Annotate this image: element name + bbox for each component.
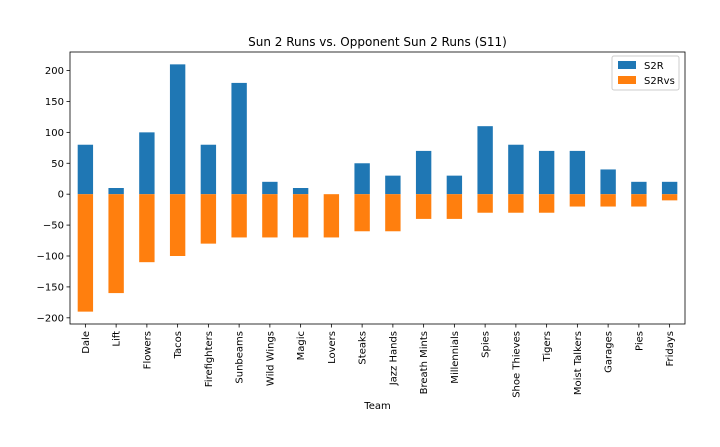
x-tick-label: Tigers — [542, 331, 553, 362]
bar-s2r-magic — [292, 188, 309, 195]
y-tick-label: −100 — [37, 252, 64, 263]
y-tick-label: 0 — [58, 190, 64, 201]
bar-s2r-garages — [600, 169, 616, 195]
bar-s2rvs-tacos — [169, 194, 186, 256]
bar-s2rvs-lift — [108, 194, 124, 294]
bar-s2rvs-jazz-hands — [385, 194, 401, 232]
bar-s2rvs-moist-talkers — [569, 194, 586, 207]
x-tick-label: Sunbeams — [235, 331, 246, 384]
y-tick-label: 200 — [45, 66, 64, 77]
bar-s2r-jazz-hands — [385, 175, 401, 195]
bar-s2rvs-steaks — [354, 194, 370, 232]
legend: S2R S2Rvs — [611, 55, 680, 91]
x-tick-label: Magic — [296, 331, 307, 360]
x-tick-label: Garages — [604, 331, 615, 373]
bar-s2r-moist-talkers — [569, 150, 586, 195]
x-tick-label: Spies — [481, 331, 492, 358]
legend-swatch-s2r — [618, 61, 636, 69]
x-tick-label: Breath Mints — [419, 331, 430, 394]
chart-title: Sun 2 Runs vs. Opponent Sun 2 Runs (S11) — [248, 35, 507, 49]
bar-s2rvs-flowers — [139, 194, 155, 263]
y-tick-label: −50 — [43, 221, 64, 232]
bar-s2rvs-pies — [631, 194, 647, 207]
x-tick-label: Moist Talkers — [573, 331, 584, 395]
bar-s2rvs-spies — [477, 194, 493, 213]
x-tick-label: Firefighters — [204, 331, 215, 387]
x-tick-label: Steaks — [358, 331, 369, 365]
bar-s2rvs-millennials — [446, 194, 463, 219]
legend-swatch-s2rvs — [618, 76, 636, 84]
bar-s2r-steaks — [354, 163, 370, 195]
bar-s2rvs-sunbeams — [231, 194, 247, 238]
x-tick-label: Lovers — [327, 331, 338, 364]
bars-layer — [77, 64, 678, 312]
bar-s2r-lift — [108, 188, 124, 195]
bar-s2rvs-garages — [600, 194, 616, 207]
x-tick-label: Millennials — [450, 331, 461, 384]
x-tick-label: Tacos — [173, 331, 184, 359]
bar-s2r-breath-mints — [415, 150, 432, 195]
bar-s2r-tigers — [538, 150, 555, 195]
bar-s2rvs-breath-mints — [415, 194, 432, 219]
bar-s2r-wild-wings — [262, 181, 278, 195]
bar-s2r-shoe-thieves — [508, 144, 524, 195]
bar-s2r-tacos — [169, 64, 186, 195]
bar-s2r-pies — [631, 181, 647, 195]
bar-s2rvs-dale — [77, 194, 94, 312]
y-tick-label: 50 — [51, 159, 64, 170]
axes-layer: −200 −150 −100 −50 0 50 100 150 200 Dale Lift Flowe… — [37, 51, 686, 398]
y-tick-label: 150 — [45, 97, 64, 108]
bar-s2r-flowers — [139, 132, 155, 195]
x-axis-label: Team — [363, 401, 390, 412]
bar-s2rvs-tigers — [538, 194, 555, 213]
x-tick-label: Shoe Thieves — [511, 331, 522, 398]
y-tick-label: −200 — [37, 313, 64, 324]
legend-label-s2rvs: S2Rvs — [644, 76, 675, 87]
legend-label-s2r: S2R — [644, 61, 664, 72]
x-tick-label: Dale — [81, 331, 92, 354]
bar-s2rvs-shoe-thieves — [508, 194, 524, 213]
bar-s2r-sunbeams — [231, 82, 247, 195]
bar-s2rvs-firefighters — [200, 194, 217, 244]
x-tick-label: Flowers — [142, 331, 153, 369]
x-tick-label: Pies — [634, 331, 645, 351]
bar-s2rvs-wild-wings — [262, 194, 278, 238]
x-tick-label: Wild Wings — [265, 331, 276, 386]
bar-s2rvs-magic — [292, 194, 309, 238]
plot-frame — [69, 51, 686, 325]
y-tick-label: 100 — [45, 128, 64, 139]
y-tick-label: −150 — [37, 282, 64, 293]
x-tick-label: Fridays — [665, 331, 676, 367]
bar-s2r-fridays — [661, 181, 678, 195]
bar-s2rvs-fridays — [661, 194, 678, 201]
bar-s2r-dale — [77, 144, 94, 195]
bar-s2r-firefighters — [200, 144, 217, 195]
x-tick-label: Lift — [112, 331, 123, 347]
x-tick-label: Jazz Hands — [388, 331, 399, 386]
bar-s2r-millennials — [446, 175, 463, 195]
bar-s2r-spies — [477, 126, 493, 195]
bar-s2rvs-lovers — [323, 194, 340, 238]
